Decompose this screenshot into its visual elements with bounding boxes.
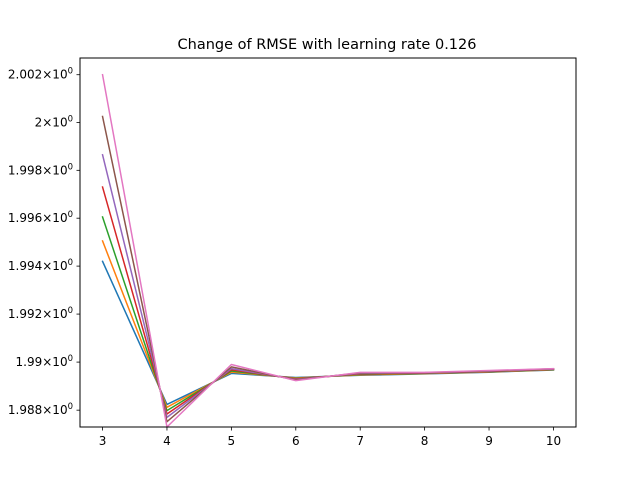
series-line-4 (101, 186, 555, 415)
y-tick-mantissa: 1.992 (8, 307, 42, 321)
series-line-7 (101, 73, 555, 428)
y-tick-exponent: 0 (68, 306, 73, 316)
series-line-5 (101, 153, 555, 419)
y-axis: 1.988×1001.99×1001.992×1001.994×1001.996… (8, 67, 80, 417)
x-tick-label: 9 (485, 434, 493, 448)
series-line-3 (101, 216, 555, 412)
y-tick-exponent: 0 (68, 210, 73, 220)
y-tick-mantissa: 1.994 (8, 259, 42, 273)
plot-area (79, 57, 577, 428)
y-tick-exponent: 0 (68, 114, 73, 124)
y-tick-multiplier: ×10 (42, 211, 67, 225)
y-tick-exponent: 0 (68, 67, 73, 77)
x-tick-label: 4 (163, 434, 171, 448)
plot-frame (79, 57, 577, 428)
y-tick-mantissa: 1.99 (16, 355, 43, 369)
y-tick-multiplier: ×10 (42, 68, 67, 82)
x-tick-label: 3 (99, 434, 107, 448)
y-tick-multiplier: ×10 (42, 403, 67, 417)
x-tick-label: 6 (292, 434, 300, 448)
series-line-1 (101, 260, 555, 406)
y-tick-label: 2×100 (35, 114, 73, 129)
series-line-2 (101, 239, 555, 409)
x-tick-label: 7 (356, 434, 364, 448)
y-tick-exponent: 0 (68, 258, 73, 268)
y-tick-label: 1.992×100 (8, 306, 73, 321)
chart-title: Change of RMSE with learning rate 0.126 (178, 37, 477, 53)
y-tick-label: 1.994×100 (8, 258, 73, 273)
y-tick-label: 1.996×100 (8, 210, 73, 225)
x-tick-label: 8 (421, 434, 429, 448)
y-tick-mantissa: 1.988 (8, 403, 42, 417)
y-tick-multiplier: ×10 (42, 115, 67, 129)
x-tick-label: 10 (546, 434, 561, 448)
y-tick-label: 2.002×100 (8, 67, 73, 82)
y-tick-multiplier: ×10 (42, 307, 67, 321)
x-tick-label: 5 (228, 434, 236, 448)
y-tick-label: 1.998×100 (8, 162, 73, 177)
y-tick-exponent: 0 (68, 162, 73, 172)
y-tick-multiplier: ×10 (42, 259, 67, 273)
x-axis: 3 4 5 6 7 8 9 10 (99, 427, 561, 448)
y-tick-mantissa: 2.002 (8, 68, 42, 82)
y-tick-exponent: 0 (68, 402, 73, 412)
y-tick-multiplier: ×10 (42, 355, 67, 369)
y-tick-multiplier: ×10 (42, 163, 67, 177)
y-tick-label: 1.99×100 (16, 354, 73, 369)
y-tick-exponent: 0 (68, 354, 73, 364)
y-tick-mantissa: 2 (35, 115, 43, 129)
y-tick-label: 1.988×100 (8, 402, 73, 417)
series-layer (101, 73, 555, 428)
y-tick-mantissa: 1.998 (8, 163, 42, 177)
y-tick-mantissa: 1.996 (8, 211, 42, 225)
